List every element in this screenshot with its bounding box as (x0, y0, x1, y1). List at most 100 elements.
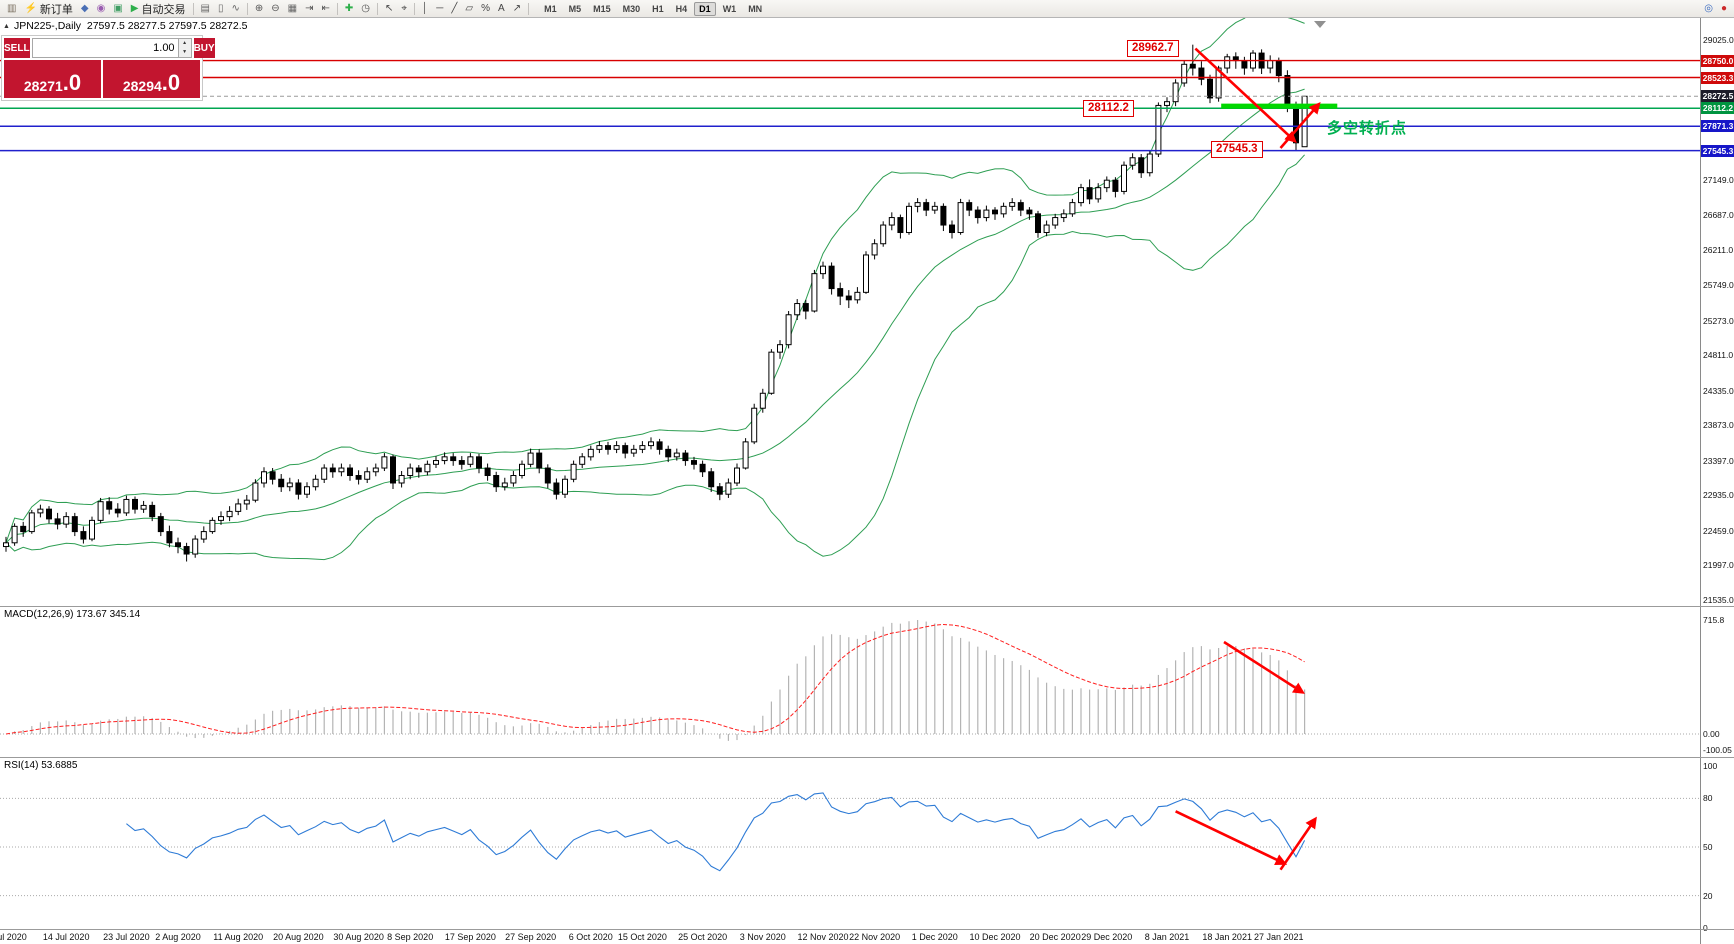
pane-splitter (0, 929, 1734, 930)
bar-chart-button[interactable]: ▤ (197, 1, 214, 17)
time-axis-label: 20 Aug 2020 (273, 932, 324, 942)
fibonacci-icon: % (481, 2, 491, 14)
main-toolbar: ▥ ⚡ 新订单 ◆ ◉ ▣ ▶ 自动交易 ▤ ▯ ∿ ⊕ ⊖ ▦ ⇥ ⇤ ✚ ◷ ↖ ⌖ │ ─ ╱ ▱% A ↗ M1 M5 M15… (0, 0, 1734, 18)
rsi-axis-label: 80 (1703, 793, 1713, 804)
arrows-tool-button[interactable]: ↗ (509, 1, 525, 17)
candlestick-chart-button[interactable]: ▯ (214, 1, 228, 17)
market-watch-icon: ◆ (80, 2, 89, 14)
bar-chart-icon: ▤ (200, 2, 210, 14)
channel-icon: ▱ (465, 2, 474, 14)
data-window-button[interactable]: ◉ (93, 1, 110, 17)
pane-splitter[interactable] (0, 757, 1734, 758)
autotrading-button[interactable]: ▶ 自动交易 (127, 1, 190, 17)
price-tag: 28272.5 (1701, 90, 1734, 103)
text-tool-button[interactable]: A (494, 1, 509, 17)
toolbar-separator (528, 2, 530, 15)
add-indicator-icon: ✚ (344, 2, 354, 14)
tile-windows-icon: ▦ (287, 2, 298, 14)
timeframe-mn-button[interactable]: MN (748, 3, 763, 14)
market-watch-button[interactable]: ◆ (77, 1, 93, 17)
new-order-icon: ⚡ (24, 2, 37, 14)
ask-price-main: 28294 (122, 78, 162, 94)
rsi-axis-label: 20 (1703, 890, 1713, 901)
price-axis-label: 24335.0 (1703, 385, 1734, 396)
bid-price-main: 28271 (23, 78, 63, 94)
pane-splitter[interactable] (0, 606, 1734, 607)
chart-shift-button[interactable]: ⇤ (317, 1, 333, 17)
timeframe-h4-button[interactable]: H4 (675, 3, 688, 14)
timeframe-m15-button[interactable]: M15 (593, 3, 611, 14)
price-tag: 27545.3 (1701, 144, 1734, 157)
timeframe-w1-button[interactable]: W1 (722, 3, 737, 14)
community-button[interactable]: ● (1717, 1, 1731, 17)
volume-input[interactable] (32, 39, 178, 57)
sell-button[interactable]: SELL (4, 38, 30, 58)
high-price-annotation[interactable]: 28962.7 (1127, 40, 1179, 57)
time-axis[interactable]: 1 Jul 2020 14 Jul 2020 23 Jul 2020 2 Aug 20… (0, 930, 1700, 944)
cursor-icon: ↖ (385, 2, 394, 14)
new-order-button[interactable]: ⚡ 新订单 (20, 1, 76, 17)
buy-button[interactable]: BUY (193, 38, 215, 58)
tile-windows-button[interactable]: ▦ (284, 1, 301, 17)
time-axis-label: 3 Nov 2020 (739, 932, 786, 942)
time-axis-label: 20 Dec 2020 (1029, 932, 1081, 942)
bollinger-lower-band (5, 154, 1305, 561)
macd-axis-label: 715.8 (1703, 615, 1725, 625)
chart-header: ▲ JPN225-,Daily 27597.5 28277.5 27597.5 … (3, 20, 247, 32)
timeframe-h1-button[interactable]: H1 (652, 3, 664, 14)
horizontal-line-button[interactable]: ─ (432, 1, 447, 17)
chart-shift-marker[interactable] (1314, 21, 1326, 28)
bid-price-display[interactable]: 28271 .0 (4, 60, 101, 98)
toolbar-separator (246, 2, 248, 15)
zoom-in-button[interactable]: ⊕ (251, 1, 267, 17)
volume-increase-button[interactable]: ▲ (178, 39, 191, 48)
price-axis-label: 27149.0 (1703, 175, 1734, 186)
turning-point-text[interactable]: 多空转折点 (1327, 120, 1408, 137)
vertical-line-button[interactable]: │ (418, 1, 432, 17)
time-axis-label: 1 Dec 2020 (911, 932, 958, 942)
time-axis-label: 2 Aug 2020 (155, 932, 201, 942)
trendline-button[interactable]: ╱ (447, 1, 461, 17)
chart-title-ohlc: JPN225-,Daily 27597.5 28277.5 27597.5 28… (13, 20, 248, 32)
rsi-axis-label: 100 (1703, 761, 1718, 771)
navigator-button[interactable]: ▣ (109, 1, 126, 17)
rsi-line (126, 792, 1306, 872)
one-click-collapse-icon[interactable]: ▲ (3, 22, 10, 30)
price-axis-label: 21997.0 (1703, 560, 1734, 571)
price-axis-label: 25749.0 (1703, 279, 1734, 290)
new-chart-button[interactable]: ▥ (3, 1, 20, 17)
crosshair-button[interactable]: ⌖ (397, 1, 411, 17)
channel-button[interactable]: ▱ (461, 1, 477, 17)
support-price-annotation[interactable]: 28112.2 (1083, 100, 1134, 117)
timeframe-m1-button[interactable]: M1 (544, 3, 557, 14)
time-axis-label: 1 Jul 2020 (0, 932, 27, 942)
price-axis-label: 25273.0 (1703, 315, 1734, 326)
time-axis-label: 12 Nov 2020 (797, 932, 849, 942)
macd-signal-line (5, 623, 1305, 735)
price-axis-label: 26687.0 (1703, 209, 1734, 220)
search-button[interactable]: ◎ (1700, 1, 1717, 17)
line-chart-button[interactable]: ∿ (227, 1, 243, 17)
period-selector-button[interactable]: ◷ (357, 1, 374, 17)
timeframe-m5-button[interactable]: M5 (568, 3, 582, 14)
timeframe-d1-button[interactable]: D1 (694, 1, 716, 16)
auto-scroll-button[interactable]: ⇥ (301, 1, 317, 17)
autotrading-icon: ▶ (130, 2, 139, 14)
ask-price-display[interactable]: 28294 .0 (103, 60, 200, 98)
fibonacci-button[interactable]: % (477, 1, 494, 17)
volume-decrease-button[interactable]: ▼ (178, 48, 191, 57)
bid-price-fraction: .0 (62, 70, 82, 95)
new-order-label: 新订单 (39, 3, 73, 16)
text-tool-icon: A (498, 2, 505, 14)
volume-spinner: ▲ ▼ (177, 39, 191, 57)
price-axis-label: 24811.0 (1703, 350, 1734, 361)
zoom-out-button[interactable]: ⊖ (267, 1, 283, 17)
cursor-button[interactable]: ↖ (381, 1, 397, 17)
low-price-annotation[interactable]: 27545.3 (1211, 141, 1263, 158)
price-axis-label: 29025.0 (1703, 35, 1734, 45)
timeframe-m30-button[interactable]: M30 (622, 3, 641, 14)
price-axis[interactable]: 29025.0 27149.0 26687.0 26211.0 25749.0 25273… (1700, 0, 1734, 944)
add-indicator-button[interactable]: ✚ (341, 1, 357, 17)
time-axis-label: 10 Dec 2020 (969, 932, 1021, 942)
